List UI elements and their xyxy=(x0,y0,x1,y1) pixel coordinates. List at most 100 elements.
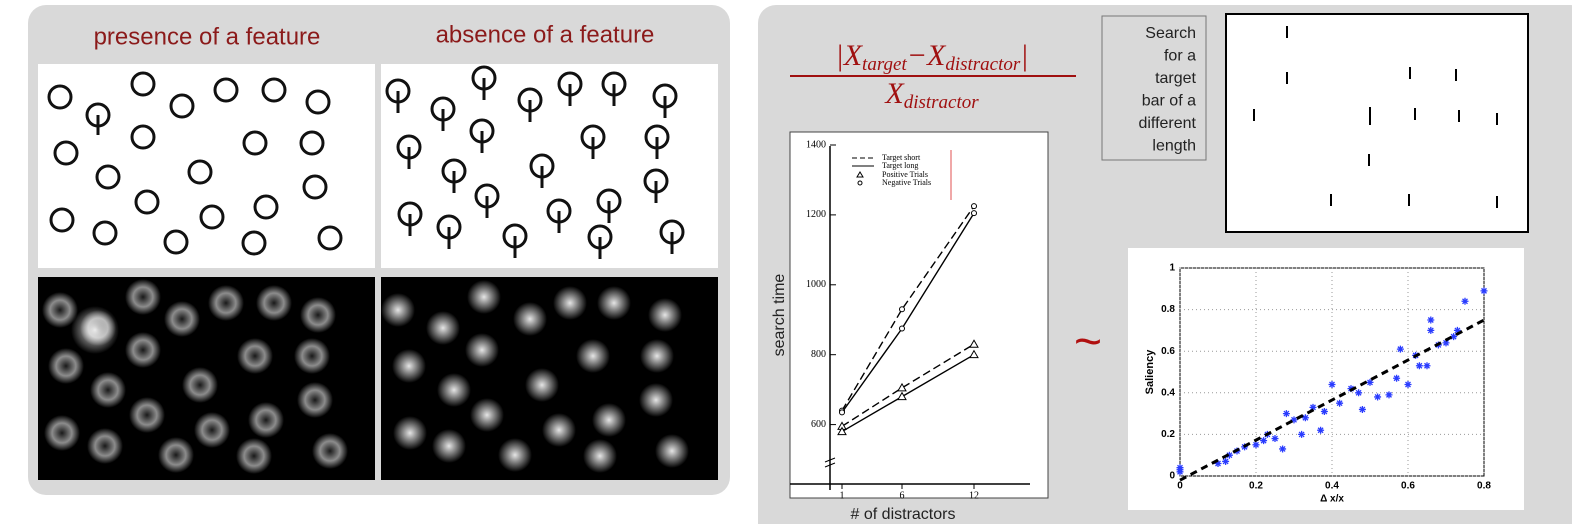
blob xyxy=(470,398,504,432)
search-line: bar of a xyxy=(1142,93,1196,110)
y-axis-label: search time xyxy=(771,274,788,357)
point xyxy=(1416,362,1423,369)
marker xyxy=(840,410,845,415)
caption: absence of a feature xyxy=(436,21,655,48)
blob xyxy=(553,286,587,320)
x-axis-label: Δ x/x xyxy=(1320,494,1344,505)
y-tick-label: 1400 xyxy=(806,139,826,150)
y-tick-label: 0.2 xyxy=(1161,429,1175,440)
blob xyxy=(248,402,284,438)
blob xyxy=(125,279,161,315)
point xyxy=(1481,287,1488,294)
point xyxy=(1177,464,1184,471)
blob xyxy=(237,338,273,374)
y-tick-label: 0.6 xyxy=(1161,346,1175,357)
point xyxy=(1393,375,1400,382)
blob xyxy=(639,383,673,417)
y-tick-label: 1200 xyxy=(806,209,826,220)
point xyxy=(1283,410,1290,417)
blob xyxy=(426,311,460,345)
y-axis-label: Saliency xyxy=(1144,349,1156,395)
point xyxy=(1253,441,1260,448)
blob xyxy=(583,439,617,473)
blob xyxy=(432,429,466,463)
point xyxy=(1260,437,1267,444)
legend-label: Target long xyxy=(882,161,918,170)
y-tick-label: 0 xyxy=(1169,471,1175,482)
x-tick-label: 0 xyxy=(1177,481,1183,492)
blob xyxy=(129,397,165,433)
blob xyxy=(437,373,471,407)
legend-label: Negative Trials xyxy=(882,178,931,187)
caption: presence of a feature xyxy=(94,23,321,50)
blob xyxy=(71,306,119,354)
search-line: different xyxy=(1138,115,1196,132)
saliency-chart-frame xyxy=(1128,248,1524,510)
blob xyxy=(300,297,336,333)
blob xyxy=(381,293,415,327)
approx-sign: ~ xyxy=(1074,316,1102,369)
blob xyxy=(640,339,674,373)
point xyxy=(1279,445,1286,452)
x-axis-label: # of distractors xyxy=(851,506,956,523)
blob xyxy=(655,434,689,468)
point xyxy=(1355,389,1362,396)
blob xyxy=(597,286,631,320)
y-tick-label: 0.4 xyxy=(1161,387,1175,398)
blob xyxy=(392,349,426,383)
blob xyxy=(465,333,499,367)
point xyxy=(1336,400,1343,407)
blob xyxy=(393,416,427,450)
y-tick-label: 800 xyxy=(811,349,826,360)
x-tick-label: 0.4 xyxy=(1325,481,1339,492)
marker xyxy=(900,307,905,312)
marker xyxy=(972,204,977,209)
blob xyxy=(164,301,200,337)
point xyxy=(1427,317,1434,324)
point xyxy=(1405,381,1412,388)
point xyxy=(1424,362,1431,369)
blob xyxy=(256,285,292,321)
point xyxy=(1317,427,1324,434)
search-line: for a xyxy=(1164,48,1196,65)
search-chart-frame xyxy=(790,132,1048,498)
point xyxy=(1374,393,1381,400)
point xyxy=(1329,381,1336,388)
point xyxy=(1359,406,1366,413)
blob xyxy=(87,428,123,464)
y-tick-label: 600 xyxy=(811,419,826,430)
point xyxy=(1321,408,1328,415)
x-tick-label: 0.6 xyxy=(1401,481,1415,492)
x-tick-label: 6 xyxy=(900,490,905,501)
stimulus-image xyxy=(381,64,718,268)
point xyxy=(1302,414,1309,421)
blob xyxy=(592,403,626,437)
blob xyxy=(194,412,230,448)
blob xyxy=(158,437,194,473)
blob xyxy=(236,438,272,474)
blob xyxy=(90,372,126,408)
blob xyxy=(498,438,532,472)
x-tick-label: 12 xyxy=(969,490,979,501)
blob xyxy=(525,368,559,402)
search-line: length xyxy=(1152,138,1196,155)
blob xyxy=(125,332,161,368)
blob xyxy=(297,382,333,418)
x-tick-label: 0.2 xyxy=(1249,481,1263,492)
marker xyxy=(972,211,977,216)
blob xyxy=(467,280,501,314)
point xyxy=(1272,435,1279,442)
point xyxy=(1386,391,1393,398)
blob xyxy=(182,367,218,403)
blob xyxy=(312,433,348,469)
x-tick-label: 0.8 xyxy=(1477,481,1491,492)
blob xyxy=(542,413,576,447)
blob xyxy=(44,415,80,451)
y-tick-label: 1 xyxy=(1169,263,1175,274)
point xyxy=(1397,346,1404,353)
blob xyxy=(294,338,330,374)
y-tick-label: 1000 xyxy=(806,279,826,290)
bar-display xyxy=(1226,14,1528,232)
search-line: Search xyxy=(1145,25,1196,42)
point xyxy=(1298,431,1305,438)
